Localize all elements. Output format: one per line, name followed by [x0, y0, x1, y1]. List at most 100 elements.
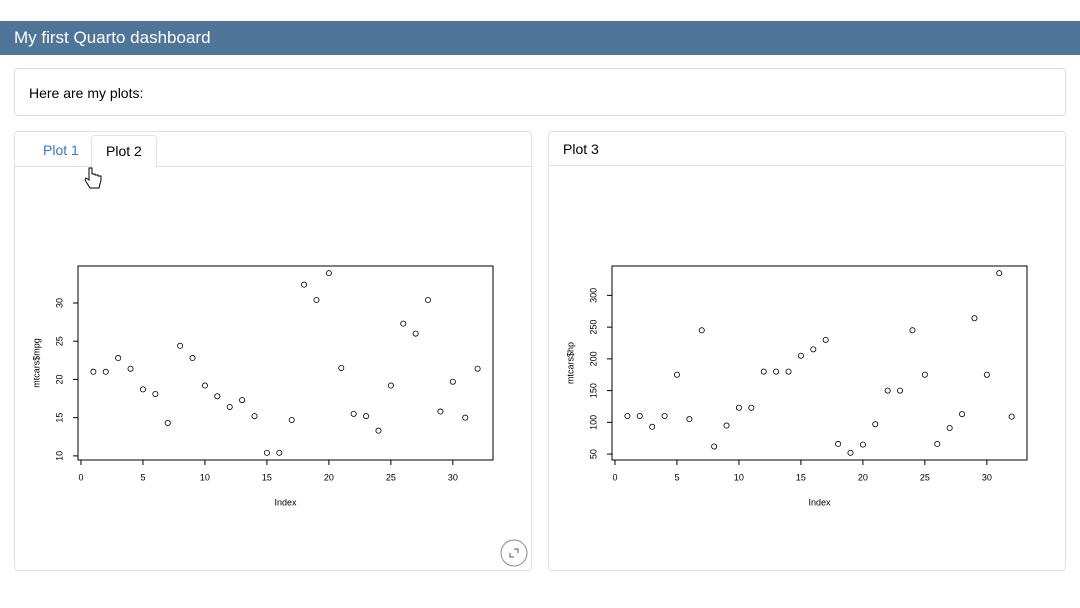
point: [288, 416, 295, 423]
x-tick-label: 30: [982, 472, 992, 482]
point: [301, 281, 308, 288]
point: [313, 296, 320, 303]
point: [822, 336, 829, 343]
point: [723, 422, 730, 429]
expand-button[interactable]: [500, 539, 528, 567]
x-tick-label: 5: [674, 472, 679, 482]
point: [350, 410, 357, 417]
point: [462, 414, 469, 421]
point: [437, 408, 444, 415]
y-axis-label: mtcars$hp: [565, 342, 575, 384]
plot: 0 5 10 15 20 25 30 10 15 20 25 30 Index mtcars$mpg: [31, 265, 528, 567]
point: [859, 441, 866, 448]
y-tick-label: 100: [588, 415, 598, 430]
point: [872, 421, 879, 428]
point: [698, 327, 705, 334]
point: [375, 427, 382, 434]
point: [449, 378, 456, 385]
point: [152, 390, 159, 397]
point: [946, 425, 953, 432]
point: [624, 413, 631, 420]
point: [735, 404, 742, 411]
x-axis-label: Index: [808, 497, 831, 507]
x-tick-label: 0: [78, 472, 83, 482]
expand-icon: [509, 548, 519, 558]
point: [164, 420, 171, 427]
y-tick-label: 250: [588, 320, 598, 335]
point: [387, 382, 394, 389]
point: [785, 368, 792, 375]
point: [1008, 413, 1015, 420]
tab[interactable]: Plot 1: [43, 142, 79, 158]
point: [102, 368, 109, 375]
point: [686, 416, 693, 423]
plot-frame: [77, 265, 494, 461]
y-axis-label: mtcars$mpg: [31, 338, 41, 388]
point: [959, 411, 966, 418]
point: [673, 371, 680, 378]
x-tick-label: 20: [324, 472, 334, 482]
x-tick-label: 15: [262, 472, 272, 482]
point: [711, 443, 718, 450]
y-tick-label: 25: [54, 336, 64, 346]
point: [263, 449, 270, 456]
x-tick-label: 5: [140, 472, 145, 482]
y-tick-label: 20: [54, 374, 64, 384]
plot-frame: [611, 265, 1028, 461]
point: [115, 355, 122, 362]
point: [636, 413, 643, 420]
point: [177, 342, 184, 349]
y-tick-label: 150: [588, 383, 598, 398]
x-axis-label: Index: [274, 497, 297, 507]
point: [214, 393, 221, 400]
point: [934, 440, 941, 447]
point: [139, 386, 146, 393]
point: [810, 346, 817, 353]
point: [748, 404, 755, 411]
point: [412, 330, 419, 337]
point: [189, 355, 196, 362]
y-tick-label: 10: [54, 451, 64, 461]
y-tick-label: 300: [588, 288, 598, 303]
plot-card: Plot 3 0 5 10 15 20 25 30 50 100 150 200 250 300 Inde…: [548, 131, 1066, 571]
point: [649, 423, 656, 430]
point: [400, 320, 407, 327]
point: [90, 368, 97, 375]
point: [325, 270, 332, 277]
tab-card: Plot 1 Plot 2 0 5 10 15 20 25 30 10 15 20 25 30 Inde…: [14, 131, 532, 571]
point: [847, 449, 854, 456]
point: [251, 413, 258, 420]
point: [884, 387, 891, 394]
point: [897, 387, 904, 394]
point: [773, 368, 780, 375]
tab-active[interactable]: Plot 2: [91, 135, 157, 168]
point: [760, 368, 767, 375]
point: [983, 371, 990, 378]
x-tick-label: 20: [858, 472, 868, 482]
tab-bar: Plot 1 Plot 2: [15, 132, 531, 168]
y-tick-label: 50: [588, 449, 598, 459]
point: [996, 270, 1003, 277]
point: [363, 413, 370, 420]
navbar-title: My first Quarto dashboard: [0, 21, 1080, 55]
x-tick-label: 10: [200, 472, 210, 482]
point: [226, 403, 233, 410]
x-tick-label: 0: [612, 472, 617, 482]
plot: 0 5 10 15 20 25 30 50 100 150 200 250 300 Index mtcars…: [565, 265, 1028, 507]
y-tick-label: 30: [54, 298, 64, 308]
x-tick-label: 25: [386, 472, 396, 482]
point: [921, 371, 928, 378]
point: [276, 449, 283, 456]
point: [909, 327, 916, 334]
point: [201, 382, 208, 389]
point: [425, 296, 432, 303]
cursor: [84, 167, 102, 189]
point: [971, 315, 978, 322]
card-title: Plot 3: [549, 132, 1065, 166]
point: [661, 413, 668, 420]
point: [239, 397, 246, 404]
y-tick-label: 200: [588, 351, 598, 366]
point: [835, 440, 842, 447]
